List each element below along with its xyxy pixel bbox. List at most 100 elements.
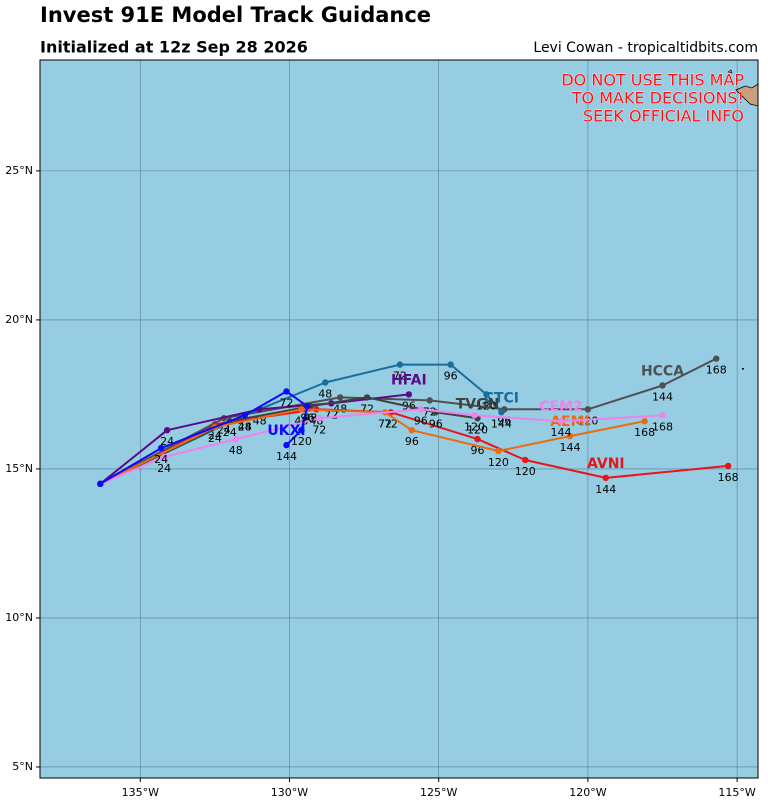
track-point	[163, 426, 171, 434]
hour-label: 72	[378, 417, 392, 430]
hour-label: 96	[414, 414, 428, 427]
track-point	[316, 415, 323, 422]
warning-text: SEEK OFFICIAL INFO	[583, 107, 744, 126]
ocean	[40, 60, 758, 778]
track-point	[641, 418, 648, 425]
track-point	[157, 444, 165, 452]
track-point	[363, 394, 371, 401]
y-tick-label: 20°N	[5, 313, 33, 326]
hour-label: 48	[229, 444, 243, 457]
track-point	[97, 480, 104, 488]
hour-label: 144	[652, 390, 673, 403]
x-tick-label: 135°W	[122, 786, 159, 799]
track-point	[483, 391, 490, 398]
track-point	[495, 447, 502, 455]
warning-text: DO NOT USE THIS MAP	[561, 71, 744, 90]
hour-label: 120	[515, 465, 536, 478]
model-name: AVNI	[587, 456, 625, 472]
model-name: TVGN	[456, 396, 500, 412]
track-point	[566, 432, 574, 440]
track-point	[659, 412, 666, 419]
track-point	[283, 441, 290, 449]
hour-label: 72	[279, 396, 293, 409]
island	[735, 83, 758, 107]
track-point	[659, 382, 666, 389]
track-point	[713, 355, 720, 362]
track-point	[160, 453, 168, 461]
track-point	[471, 412, 478, 419]
track-point	[337, 394, 344, 401]
hour-label: 96	[405, 435, 419, 448]
land	[727, 69, 758, 370]
hour-label: 24	[157, 462, 171, 475]
hour-label: 24	[238, 420, 252, 433]
x-tick-label: 125°W	[420, 786, 457, 799]
track-point	[304, 403, 311, 410]
track-point	[584, 406, 592, 413]
hour-label: 144	[595, 483, 616, 496]
track-point	[241, 412, 248, 419]
plot-frame	[39, 59, 759, 779]
track-point	[522, 456, 529, 464]
model-name: CTCI	[484, 390, 519, 406]
hour-label: 96	[444, 370, 458, 383]
island	[727, 69, 733, 74]
hour-label: 168	[718, 471, 739, 484]
track-point	[232, 435, 239, 443]
x-tick-label: 115°W	[718, 786, 755, 799]
hour-label: 120	[291, 435, 312, 448]
model-name: HFAI	[391, 372, 427, 388]
hour-label: 96	[300, 411, 314, 424]
hour-label: 72	[384, 417, 398, 430]
credit: Levi Cowan - tropicaltidbits.com	[533, 40, 758, 56]
hour-label: 120	[488, 456, 509, 469]
hour-label: 168	[652, 420, 673, 433]
hour-label: 144	[559, 441, 580, 454]
hour-label: 72	[393, 370, 407, 383]
hour-label: 72	[312, 423, 326, 436]
track-point	[408, 426, 416, 434]
chart-subtitle: Initialized at 12z Sep 28 2026	[40, 38, 308, 57]
hour-label: 48	[333, 402, 347, 415]
track-point	[447, 361, 454, 368]
hour-label: 168	[706, 364, 727, 377]
track-point	[498, 409, 505, 416]
model-name: CEM2	[539, 399, 583, 415]
hour-label: 96	[429, 417, 443, 430]
x-tick-label: 120°W	[569, 786, 606, 799]
track-point	[602, 474, 610, 482]
y-tick-label: 5°N	[12, 760, 33, 773]
track-point	[298, 406, 305, 413]
y-tick-label: 25°N	[5, 164, 33, 177]
model-name: HCCA	[641, 363, 684, 379]
model-name: AEMI	[550, 414, 590, 430]
track-point	[474, 435, 481, 443]
hour-label: 144	[551, 426, 572, 439]
grid	[40, 60, 758, 778]
y-tick-label: 15°N	[5, 462, 33, 475]
track-point	[724, 462, 732, 470]
warning-text: TO MAKE DECISIONS!	[571, 89, 744, 108]
hour-label: 48	[238, 420, 252, 433]
track-point	[417, 406, 424, 413]
hour-label: 120	[476, 399, 497, 412]
hour-label: 24	[208, 432, 222, 445]
hour-label: 48	[318, 387, 332, 400]
model-name: UKXI	[267, 423, 305, 439]
hour-label: 120	[467, 423, 488, 436]
hour-label: 120	[577, 414, 598, 427]
track-line	[99, 408, 645, 485]
hour-label: 24	[223, 426, 237, 439]
track-point	[557, 418, 565, 425]
track-line	[99, 396, 478, 485]
track-point	[426, 397, 433, 404]
track-point	[405, 391, 413, 398]
hour-label: 120	[464, 420, 485, 433]
island	[742, 368, 744, 370]
chart-title: Invest 91E Model Track Guidance	[40, 3, 431, 27]
hour-label: 144	[276, 450, 297, 463]
track-point	[298, 426, 305, 434]
